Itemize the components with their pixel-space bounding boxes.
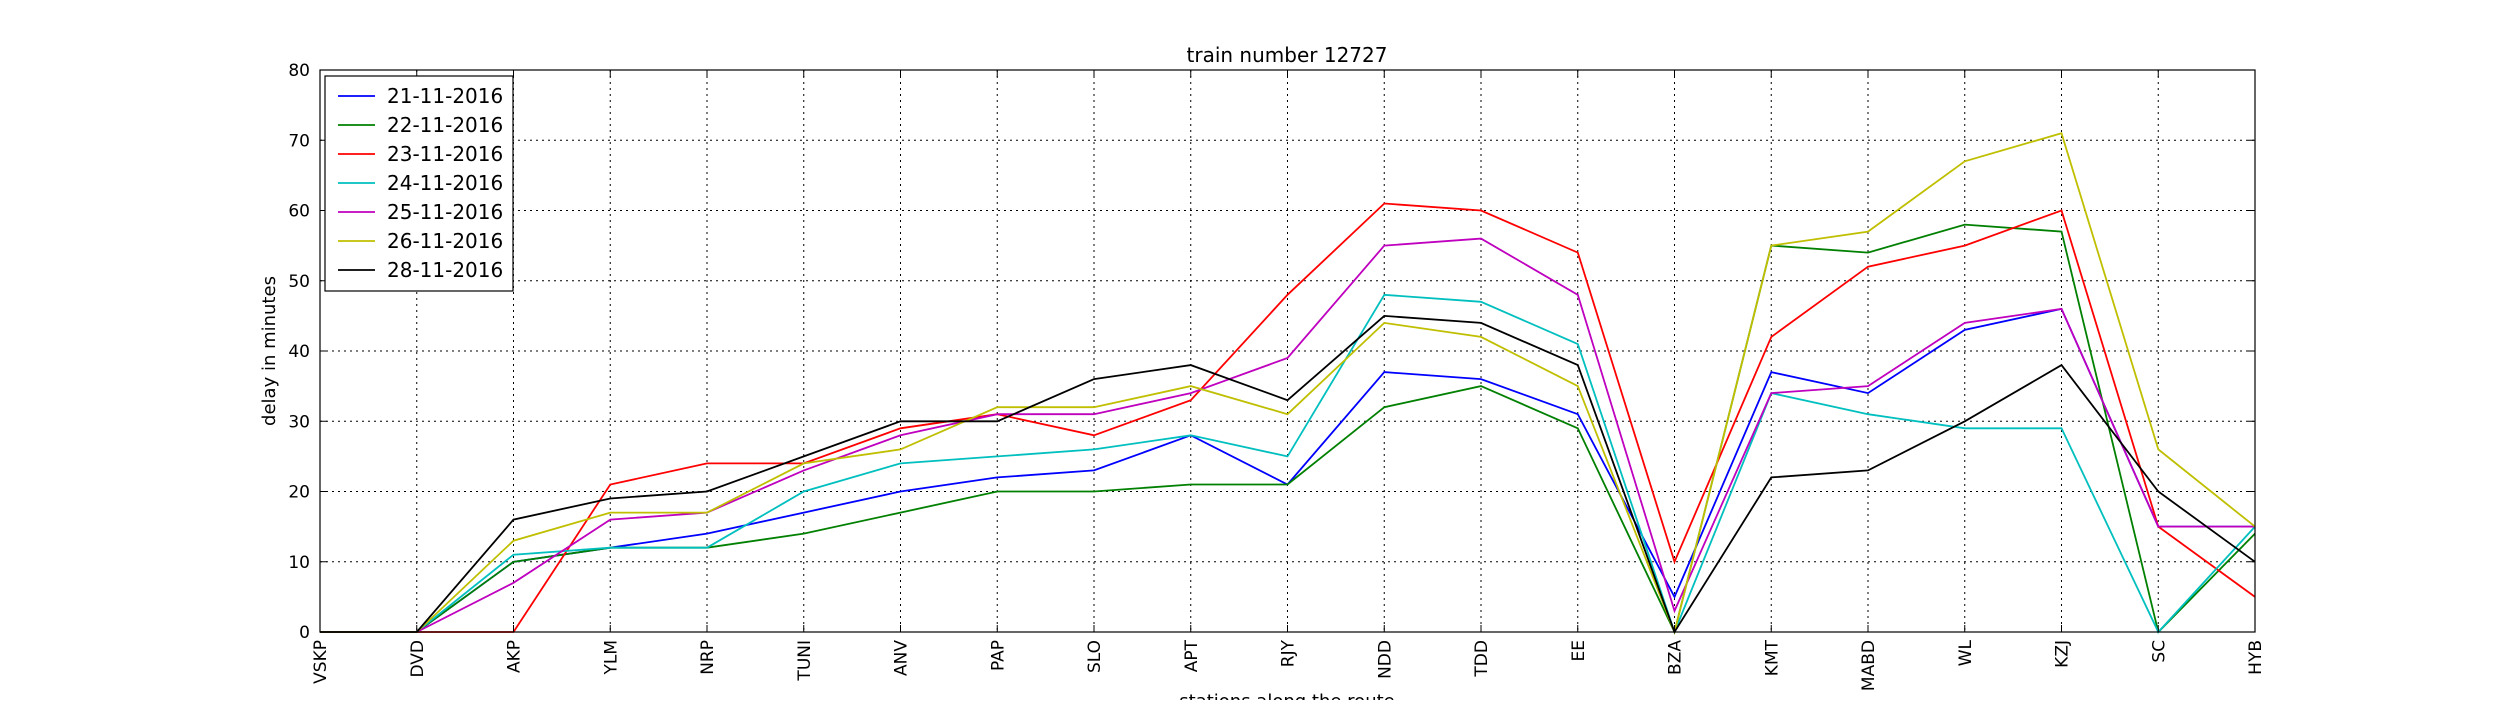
x-tick-label: BZA [1666,640,1686,675]
x-tick-label: TUNI [795,640,815,682]
x-tick-label: APT [1182,639,1202,672]
x-tick-label: DVD [408,640,428,678]
series-lines [320,132,2256,635]
legend: 21-11-2016 22-11-2016 23-11-2016 24-11-2016… [324,75,514,292]
legend-label: 23-11-2016 [387,142,503,166]
legend-label: 21-11-2016 [387,84,503,108]
x-tick-label: AKP [505,640,525,673]
y-tick-label: 20 [288,483,310,503]
series-line-24-11-2016 [320,293,2256,635]
y-tick-label: 10 [288,553,310,573]
x-tick-label: SC [2149,640,2169,663]
y-axis-label: delay in minutes [259,276,280,426]
x-tick-label: NRP [698,640,718,675]
y-tick-label: 60 [288,202,310,222]
x-axis-label: stations along the route [1179,691,1394,700]
series-line-28-11-2016 [320,314,2256,635]
chart-title: train number 12727 [1187,43,1388,67]
legend-label: 26-11-2016 [387,229,503,253]
y-tick-label: 30 [288,412,310,432]
legend-label: 25-11-2016 [387,200,503,224]
x-tick-label: KMT [1762,639,1782,676]
legend-label: 22-11-2016 [387,113,503,137]
y-tick-label: 80 [288,61,310,81]
x-tick-label: KZJ [2053,640,2073,668]
y-axis-ticks: 0 10 20 30 40 50 60 70 80 [288,61,2255,643]
x-tick-label: HYB [2246,640,2266,675]
x-tick-label: SLO [1085,640,1105,673]
x-tick-label: RJY [1279,639,1299,667]
y-tick-label: 0 [299,623,310,643]
series-line-25-11-2016 [320,237,2255,633]
x-tick-label: TDD [1472,640,1492,678]
x-tick-label: EE [1569,640,1589,661]
x-tick-label: YLM [601,640,621,676]
x-tick-label: MABD [1859,640,1879,691]
series-line-26-11-2016 [320,132,2256,635]
y-tick-label: 70 [288,131,310,151]
grid-lines [320,70,2255,632]
x-axis-ticks: VSKP DVD AKP YLM NRP TUNI ANV PAP SLO APT RJY NDD TD… [311,70,2266,691]
y-tick-label: 50 [288,272,310,292]
x-tick-label: WL [1956,639,1976,666]
y-tick-label: 40 [288,342,310,362]
x-tick-label: NDD [1375,640,1395,679]
x-tick-label: VSKP [311,640,331,684]
legend-label: 24-11-2016 [387,171,503,195]
x-tick-label: ANV [892,640,912,676]
x-tick-label: PAP [988,640,1008,671]
legend-label: 28-11-2016 [387,258,503,282]
series-line-23-11-2016 [320,202,2256,633]
